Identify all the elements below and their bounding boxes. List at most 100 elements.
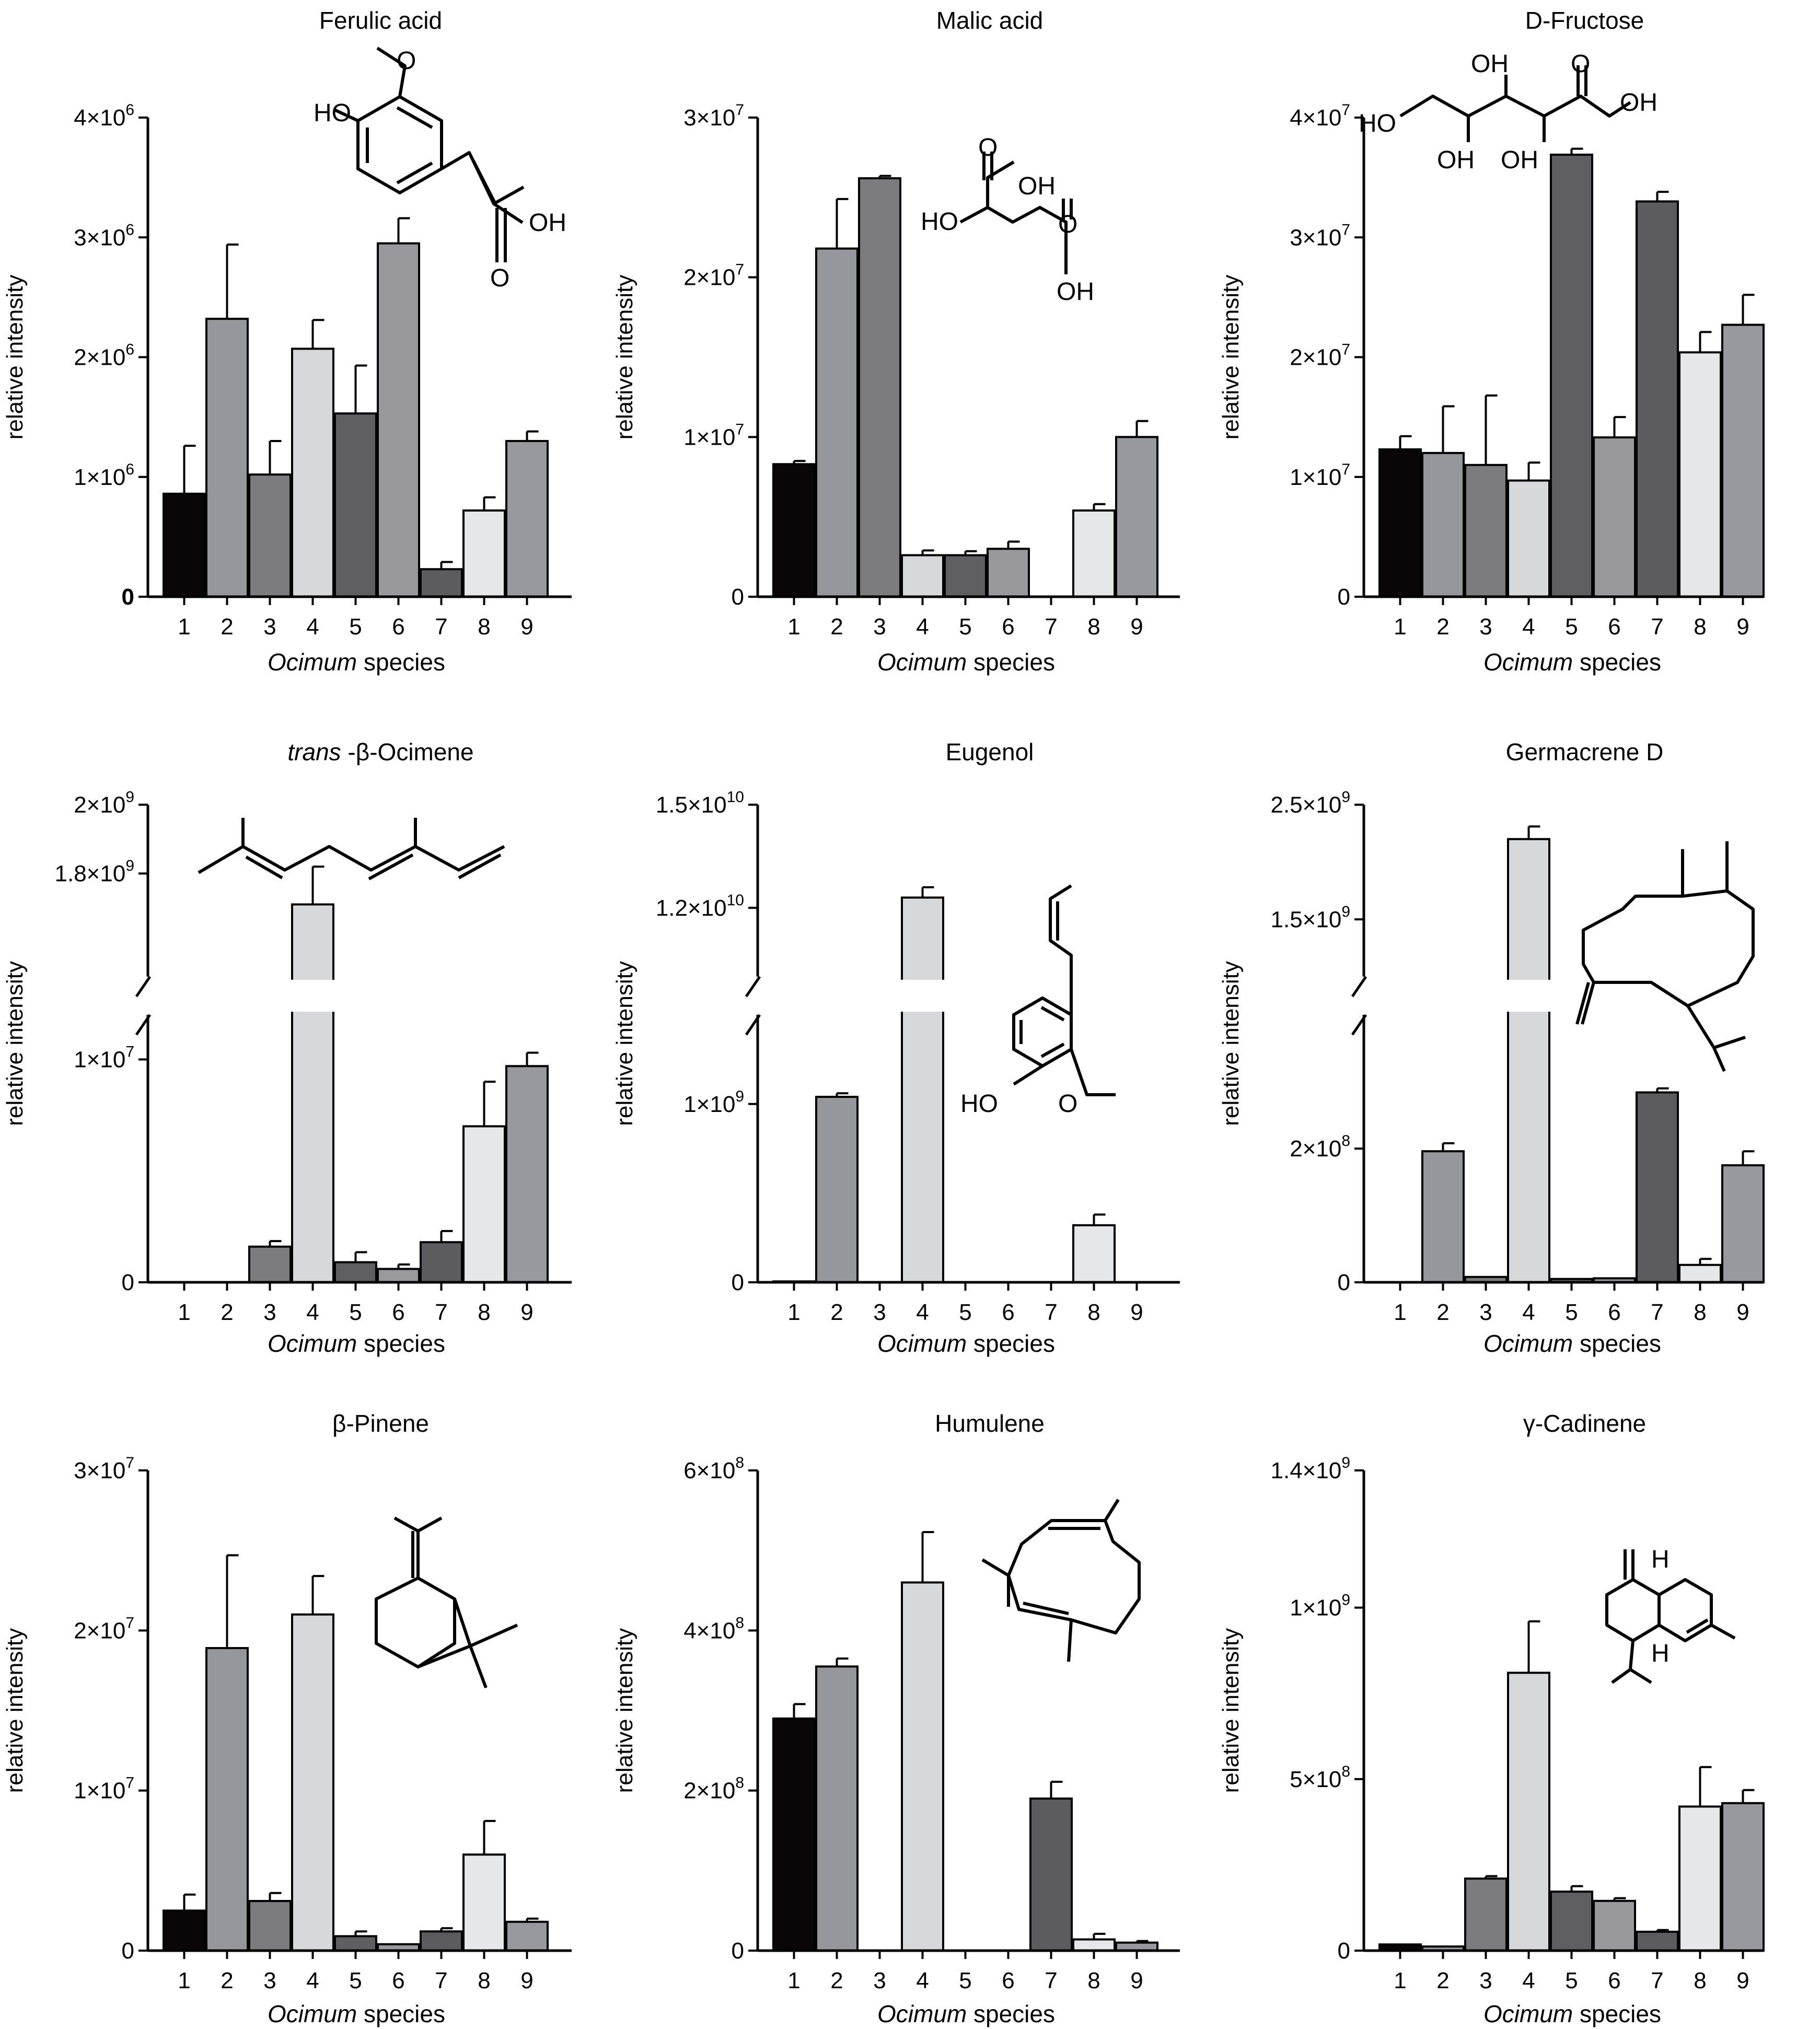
y-tick-label-exponent: 7 <box>1341 461 1350 478</box>
y-tick-label-exponent: 9 <box>1341 1454 1350 1471</box>
x-tick-label-5: 5 <box>349 1968 362 1993</box>
x-tick-label-2: 2 <box>221 1968 233 1993</box>
x-axis-label-italic: Ocimum <box>1483 648 1573 676</box>
x-tick-label-2: 2 <box>1436 1968 1449 1993</box>
chart-8: Humulene 1 2 3 4 5 6 7 8 9 0 2×108 4×108 6×108 relativ… <box>612 1410 1180 2027</box>
bar-3 <box>248 1900 292 1952</box>
y-tick-label: 1×107 <box>74 1043 134 1072</box>
x-tick-label-2: 2 <box>1436 1300 1449 1325</box>
y-tick-label-exponent: 8 <box>1341 1132 1350 1150</box>
x-axis-label: Ocimum species <box>877 648 1055 676</box>
x-tick-label-1: 1 <box>787 1300 800 1325</box>
x-axis-label-rest: species <box>357 2000 445 2027</box>
x-tick-label-6: 6 <box>1608 614 1620 640</box>
y-tick-label: 3×107 <box>74 1454 134 1483</box>
y-axis-label: relative intensity <box>1218 275 1244 439</box>
bar-9 <box>1115 436 1158 598</box>
y-tick-label: 1×107 <box>74 1775 134 1804</box>
bar-1 <box>772 1717 816 1952</box>
y-axis-break-mark <box>745 1014 761 1036</box>
bar-8 <box>462 509 506 598</box>
y-tick-label-exponent: 9 <box>1341 1592 1350 1609</box>
y-tick-label: 4×108 <box>683 1614 744 1643</box>
x-tick-label-8: 8 <box>1087 1968 1100 1993</box>
x-tick-label-9: 9 <box>520 614 533 640</box>
x-tick-label-5: 5 <box>959 614 971 640</box>
y-tick-label-exponent: 8 <box>1341 1763 1350 1780</box>
x-tick-label-7: 7 <box>435 1968 447 1993</box>
bar-8 <box>1072 1938 1116 1952</box>
y-tick-label: 1×107 <box>683 421 744 450</box>
bar-4 <box>901 554 944 598</box>
cadinene-structure: H H <box>1605 1546 1736 1684</box>
y-tick-label-exponent: 7 <box>735 261 744 279</box>
chart-title: Eugenol <box>946 738 1034 766</box>
y-tick-label: 2×108 <box>1290 1132 1350 1162</box>
y-tick-label-exponent: 7 <box>1341 341 1350 358</box>
x-axis-label: Ocimum species <box>877 2000 1055 2027</box>
bar-4 <box>901 1581 944 1952</box>
bar-3 <box>858 177 901 598</box>
bar-1 <box>163 492 206 598</box>
y-tick-label-exponent: 7 <box>125 1043 134 1060</box>
y-tick-label: 2×108 <box>683 1775 744 1804</box>
chart-1: Ferulic acid 1 2 3 4 5 6 7 8 9 0 1×106 2×106 3×106 4×1… <box>2 7 572 676</box>
eugenol-o-label: O <box>1058 1090 1077 1118</box>
x-tick-label-4: 4 <box>916 1968 929 1993</box>
y-tick-label: 0 <box>122 584 134 610</box>
bar-7 <box>420 1930 463 1952</box>
bar-4 <box>901 896 944 1284</box>
bar-2 <box>815 1665 859 1952</box>
y-tick-label-exponent: 7 <box>125 1775 134 1792</box>
fructose-oh-top-label: OH <box>1471 50 1509 78</box>
y-axis-break-mark <box>1351 1014 1367 1036</box>
y-tick-label: 4×106 <box>74 101 134 131</box>
x-axis-label-italic: Ocimum <box>1483 1330 1573 1357</box>
x-tick-label-9: 9 <box>1736 614 1749 640</box>
bar-9 <box>1721 1164 1765 1284</box>
malic-acid-structure: HO O OH O OH <box>921 134 1094 306</box>
chart-4: trans -β-Ocimene 1 2 3 4 5 6 7 8 9 0 1×107 1.8×109 2×… <box>2 738 572 1357</box>
fructose-oh-bottom2-label: OH <box>1501 146 1538 174</box>
bar-5 <box>334 1261 377 1284</box>
x-tick-label-5: 5 <box>959 1968 971 1993</box>
bar-4 <box>291 347 334 598</box>
bar-7 <box>1636 200 1679 598</box>
bar-9 <box>1721 1802 1765 1952</box>
y-tick-label: 4×107 <box>1290 101 1350 131</box>
bar-4 <box>291 1613 334 1952</box>
chart-title: trans -β-Ocimene <box>287 738 473 766</box>
x-tick-label-3: 3 <box>1479 1968 1492 1993</box>
x-tick-label-9: 9 <box>520 1968 533 1993</box>
x-tick-label-1: 1 <box>787 1968 800 1993</box>
bar-3 <box>248 1245 292 1283</box>
fructose-structure: HO OH O OH OH OH <box>1359 50 1657 174</box>
x-tick-label-6: 6 <box>1002 1968 1014 1993</box>
bar-2 <box>1421 451 1465 598</box>
y-tick-label: 1×106 <box>74 461 134 490</box>
y-tick-label: 1.8×109 <box>55 857 135 887</box>
y-tick-label-exponent: 8 <box>735 1454 744 1471</box>
x-tick-label-9: 9 <box>1130 614 1143 640</box>
ocimene-structure <box>198 818 505 880</box>
x-tick-label-8: 8 <box>1694 614 1706 640</box>
y-axis-label: relative intensity <box>612 275 637 439</box>
x-tick-label-4: 4 <box>306 614 319 640</box>
x-tick-label-6: 6 <box>1608 1300 1620 1325</box>
y-tick-label-exponent: 7 <box>1341 101 1350 119</box>
x-tick-label-7: 7 <box>1651 1300 1663 1325</box>
x-tick-label-2: 2 <box>221 614 233 640</box>
x-tick-label-3: 3 <box>263 1968 276 1993</box>
x-tick-label-9: 9 <box>1130 1968 1143 1993</box>
y-axis-break-mark <box>135 1014 152 1036</box>
chart-title: β-Pinene <box>332 1410 429 1437</box>
y-tick-label: 3×106 <box>74 221 134 250</box>
y-tick-label-exponent: 6 <box>125 461 134 478</box>
x-tick-label-6: 6 <box>392 1968 404 1993</box>
y-tick-label: 2.5×109 <box>1271 789 1351 818</box>
x-tick-label-5: 5 <box>1565 614 1578 640</box>
x-tick-label-3: 3 <box>263 1300 276 1325</box>
bar-3 <box>1464 463 1508 598</box>
y-tick-label-exponent: 9 <box>1341 903 1350 920</box>
